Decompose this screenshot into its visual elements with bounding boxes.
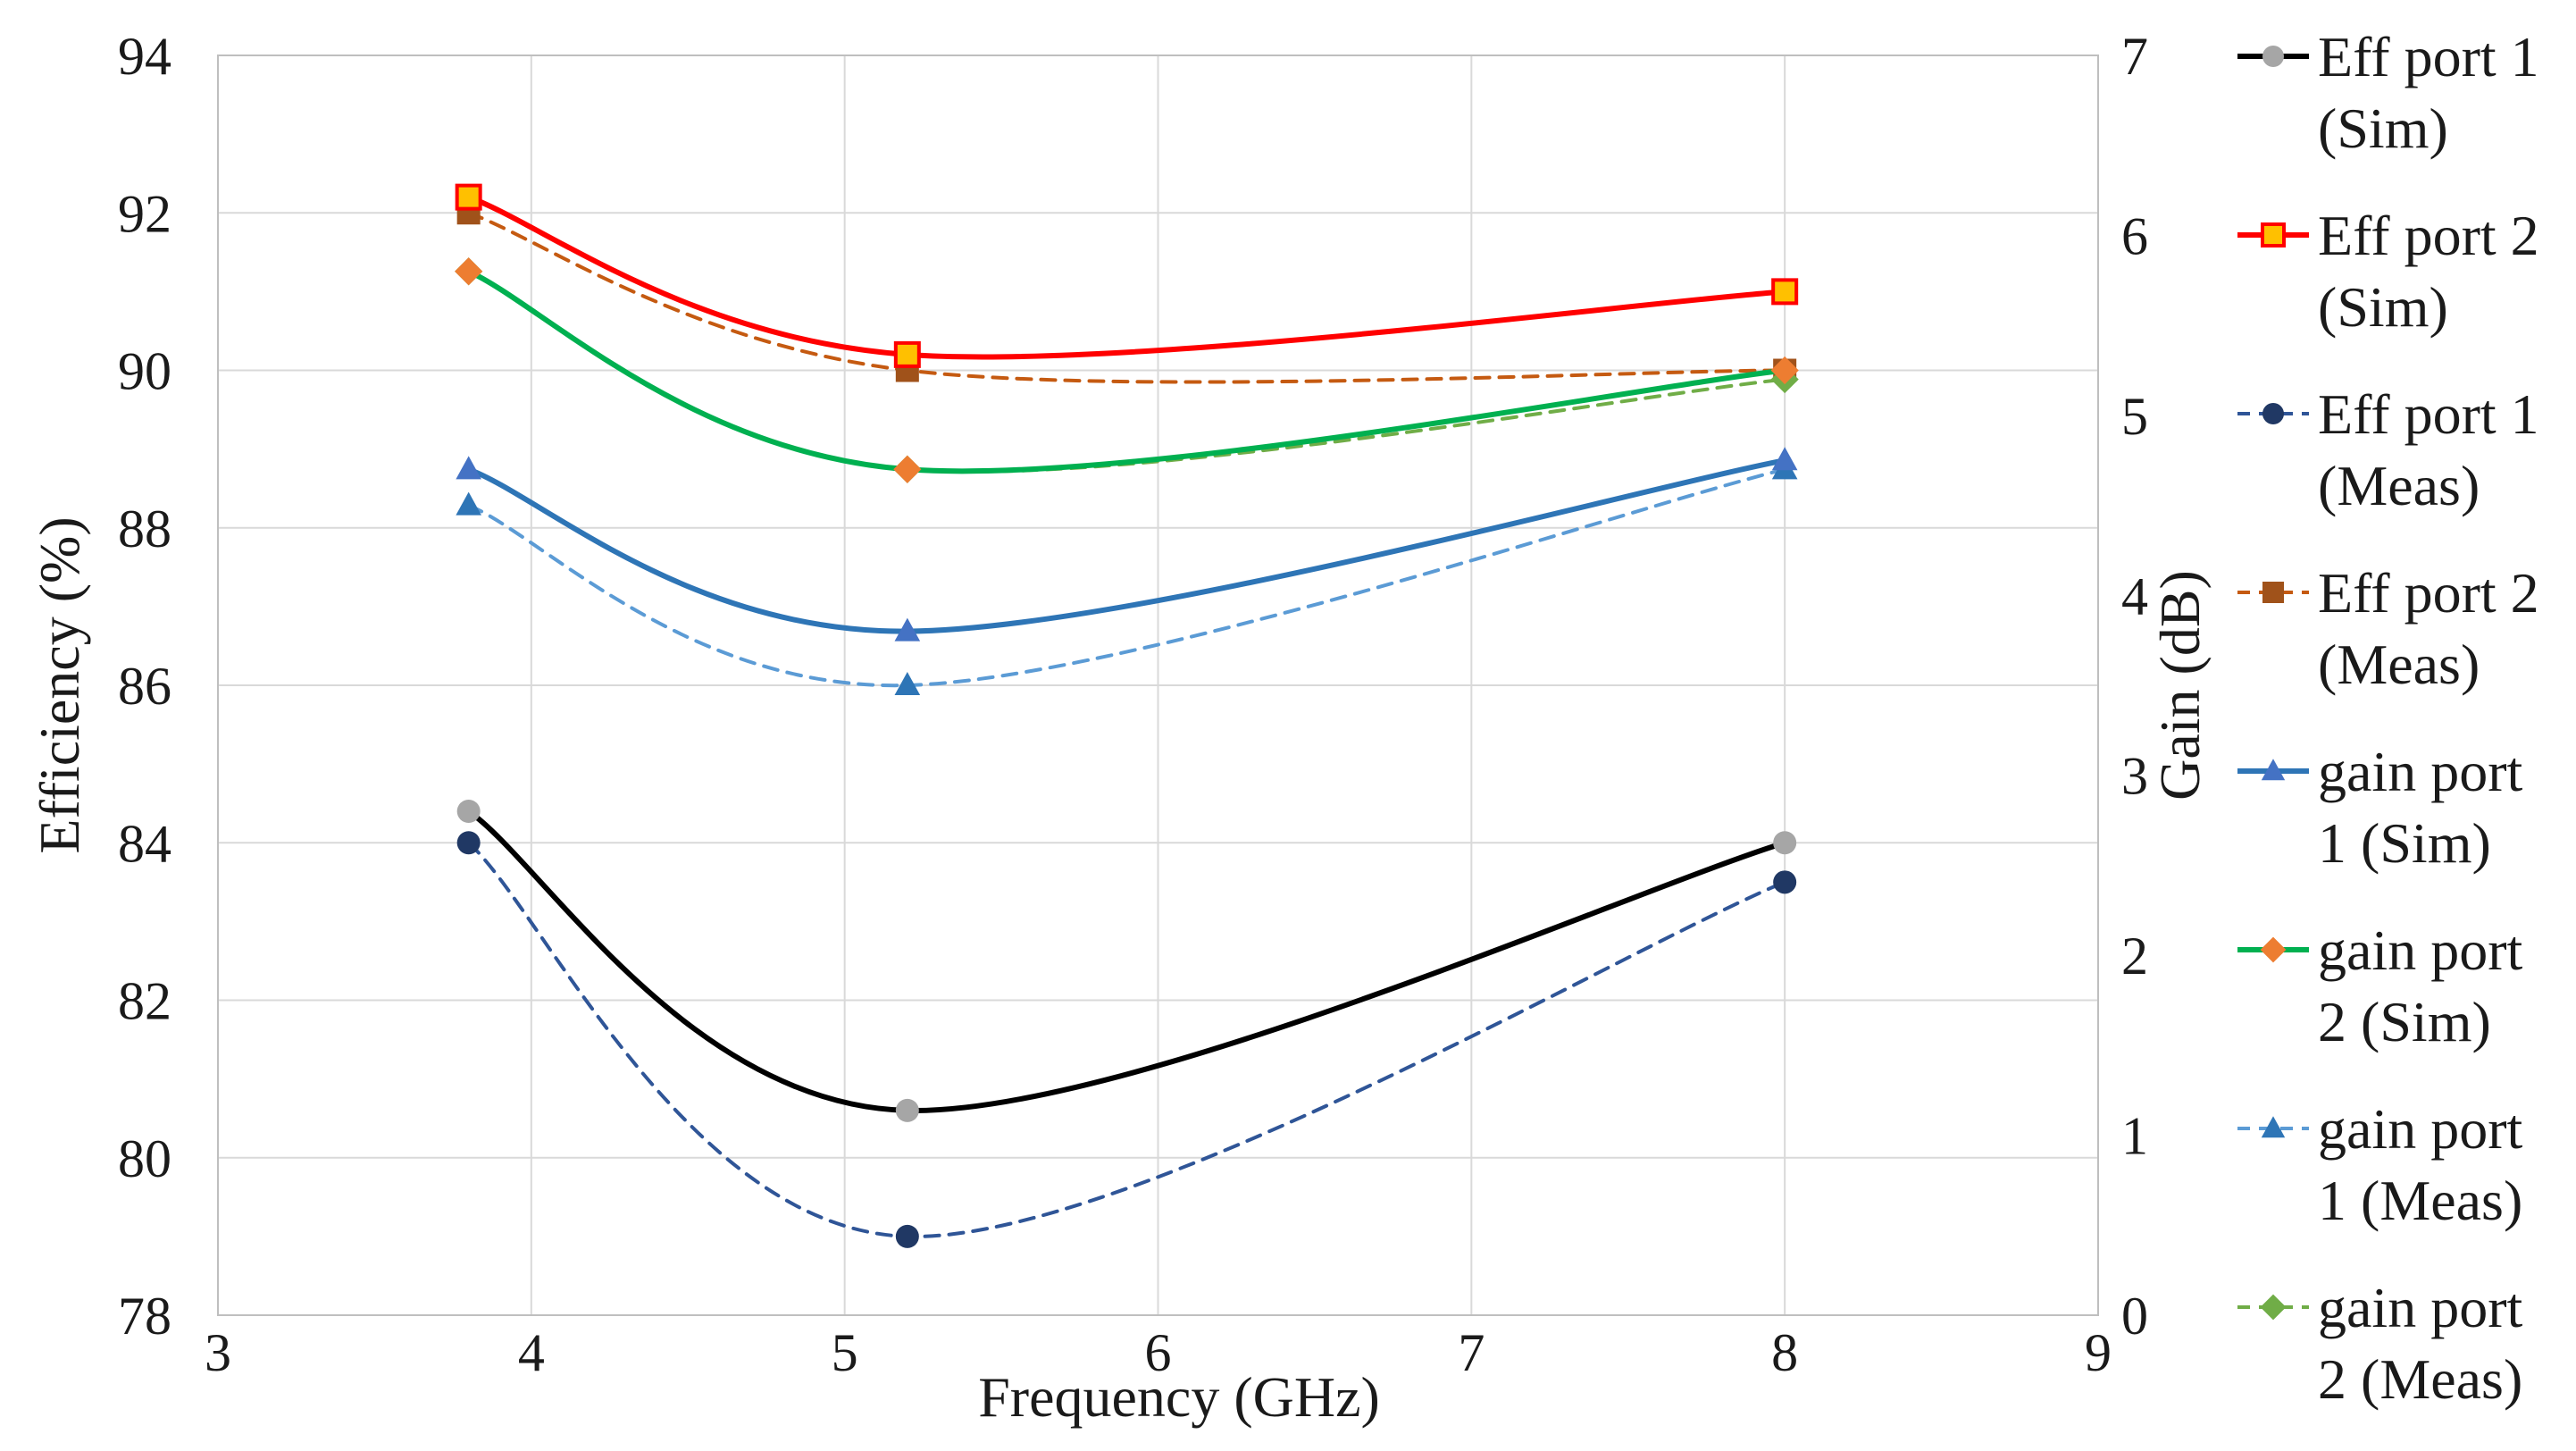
y-right-tick-label: 3 bbox=[2121, 747, 2148, 806]
data-point bbox=[895, 1224, 919, 1248]
x-axis-label: Frequency (GHz) bbox=[978, 1365, 1380, 1429]
x-tick-label: 3 bbox=[205, 1323, 231, 1382]
data-point bbox=[456, 456, 481, 480]
legend-label: Eff port 1 bbox=[2318, 382, 2539, 446]
data-point bbox=[456, 800, 481, 823]
y-right-tick-label: 2 bbox=[2121, 927, 2148, 986]
data-point bbox=[455, 183, 482, 211]
legend-item: gain port 1 (Sim) bbox=[2237, 740, 2523, 875]
y-left-tick-label: 92 bbox=[118, 184, 171, 243]
series-1 bbox=[456, 800, 1797, 1122]
legend-item: Eff port 1 (Meas) bbox=[2237, 382, 2539, 517]
legend-label: (Meas) bbox=[2318, 454, 2480, 517]
legend-label: 2 (Meas) bbox=[2318, 1347, 2522, 1411]
x-tick-label: 4 bbox=[518, 1323, 545, 1382]
legend-label: Eff port 2 bbox=[2318, 204, 2539, 267]
y-left-tick-label: 84 bbox=[118, 814, 171, 873]
data-point bbox=[1771, 278, 1799, 306]
series-6 bbox=[455, 257, 1799, 483]
legend-label: Eff port 1 bbox=[2318, 25, 2539, 88]
data-point bbox=[893, 340, 921, 368]
legend: Eff port 1(Sim)Eff port 2(Sim)Eff port 1… bbox=[2237, 25, 2539, 1411]
legend-label: (Meas) bbox=[2318, 633, 2480, 696]
series-line bbox=[465, 268, 1788, 474]
legend-item: Eff port 2 (Meas) bbox=[2237, 561, 2539, 696]
data-point bbox=[895, 1098, 919, 1122]
x-tick-label: 8 bbox=[1771, 1323, 1798, 1382]
y-axis-left-label: Efficiency (%) bbox=[28, 516, 91, 853]
data-point bbox=[456, 491, 481, 516]
plot-area-border bbox=[217, 55, 2099, 1316]
legend-marker bbox=[2262, 582, 2284, 603]
y-right-tick-label: 4 bbox=[2121, 566, 2148, 625]
y-left-tick-label: 78 bbox=[118, 1287, 171, 1346]
legend-marker bbox=[2260, 936, 2287, 963]
data-point bbox=[1771, 447, 1798, 471]
legend-label: gain port bbox=[2318, 740, 2523, 803]
legend-label: (Sim) bbox=[2318, 275, 2448, 339]
legend-marker bbox=[2261, 759, 2286, 781]
legend-label: gain port bbox=[2318, 1097, 2523, 1161]
y-right-tick-label: 5 bbox=[2121, 387, 2148, 446]
data-point bbox=[1773, 870, 1797, 894]
y-right-tick-label: 6 bbox=[2121, 206, 2148, 265]
series-line bbox=[466, 211, 1787, 384]
x-tick-label: 6 bbox=[1145, 1323, 1172, 1382]
y-left-tick-label: 88 bbox=[118, 499, 171, 558]
legend-label: (Sim) bbox=[2318, 96, 2448, 160]
series-2 bbox=[455, 183, 1799, 368]
y-left-tick-label: 82 bbox=[118, 972, 171, 1031]
legend-item: gain port 1 (Meas) bbox=[2237, 1097, 2523, 1232]
data-point bbox=[1770, 356, 1799, 385]
legend-marker bbox=[2261, 1116, 2286, 1138]
series-line bbox=[466, 841, 1787, 1238]
y-left-tick-label: 86 bbox=[118, 657, 171, 716]
y-right-tick-label: 1 bbox=[2121, 1107, 2148, 1166]
data-point bbox=[456, 831, 481, 855]
series-line bbox=[466, 467, 1787, 688]
series-line bbox=[465, 457, 1788, 634]
legend-item: gain port 2 (Sim) bbox=[2237, 918, 2523, 1053]
legend-marker bbox=[2261, 222, 2286, 247]
legend-label: 1 (Meas) bbox=[2318, 1169, 2522, 1232]
data-point bbox=[894, 672, 921, 696]
legend-marker bbox=[2260, 1294, 2287, 1321]
series-line bbox=[465, 194, 1788, 360]
series-3 bbox=[456, 831, 1797, 1248]
legend-item: Eff port 1 (Sim) bbox=[2237, 25, 2539, 160]
series-layer bbox=[455, 183, 1799, 1248]
series-line bbox=[465, 809, 1788, 1113]
y-left-tick-label: 80 bbox=[118, 1129, 171, 1188]
y-right-tick-label: 0 bbox=[2121, 1287, 2148, 1346]
legend-label: gain port bbox=[2318, 1276, 2523, 1339]
y-right-tick-label: 7 bbox=[2121, 27, 2148, 86]
legend-label: Eff port 2 bbox=[2318, 561, 2539, 625]
legend-item: Eff port 2 (Sim) bbox=[2237, 204, 2539, 339]
y-left-tick-label: 90 bbox=[118, 342, 171, 401]
legend-label: 2 (Sim) bbox=[2318, 990, 2491, 1053]
series-5 bbox=[456, 447, 1798, 642]
data-point bbox=[455, 257, 483, 286]
x-tick-label: 9 bbox=[2085, 1323, 2112, 1382]
legend-marker bbox=[2262, 403, 2284, 424]
data-point bbox=[894, 617, 921, 642]
legend-item: gain port 2 (Meas) bbox=[2237, 1276, 2523, 1411]
legend-label: gain port bbox=[2318, 918, 2523, 982]
y-axis-right-label: Gain (dB) bbox=[2148, 570, 2212, 801]
legend-label: 1 (Sim) bbox=[2318, 811, 2491, 875]
legend-marker bbox=[2262, 46, 2284, 67]
x-tick-label: 5 bbox=[832, 1323, 858, 1382]
x-tick-label: 7 bbox=[1458, 1323, 1485, 1382]
data-point bbox=[893, 455, 922, 483]
data-point bbox=[1773, 831, 1797, 855]
y-left-tick-label: 94 bbox=[118, 27, 171, 86]
